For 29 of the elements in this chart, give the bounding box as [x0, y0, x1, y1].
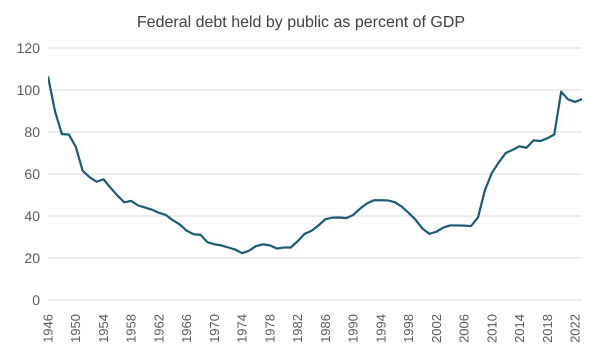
x-tick-label: 1946: [40, 314, 56, 343]
y-tick-label: 120: [16, 40, 40, 56]
x-tick-label: 2018: [540, 314, 555, 343]
x-tick-label: 1982: [290, 314, 306, 343]
y-tick-label: 80: [24, 124, 40, 140]
x-tick-label: 1970: [206, 314, 222, 343]
chart-title: Federal debt held by public as percent of GDP: [136, 13, 466, 33]
x-tick-label: 1986: [318, 314, 333, 343]
y-tick-label: 100: [16, 82, 40, 98]
x-tick-label: 1966: [179, 314, 194, 343]
x-tick-label: 2006: [456, 314, 472, 343]
x-tick-label: 2002: [428, 314, 444, 343]
x-tick-label: 1978: [262, 314, 278, 343]
x-tick-label: 2010: [484, 314, 500, 343]
x-tick-label: 1994: [373, 314, 388, 343]
x-tick-label: 2022: [568, 314, 583, 343]
x-tick-label: 1958: [124, 314, 139, 343]
x-tick-label: 1990: [346, 314, 361, 343]
y-tick-label: 20: [24, 250, 40, 266]
line-series: [48, 75, 582, 254]
x-tick-label: 1998: [401, 314, 416, 343]
y-tick-label: 60: [24, 166, 40, 182]
x-tick-label: 2014: [512, 314, 528, 343]
x-tick-label: 1950: [68, 314, 84, 343]
y-tick-label: 40: [24, 208, 40, 224]
x-tick-label: 1954: [96, 314, 111, 343]
x-tick-label: 1974: [234, 314, 250, 343]
x-tick-label: 1962: [151, 314, 166, 343]
y-tick-label: 0: [32, 292, 40, 308]
